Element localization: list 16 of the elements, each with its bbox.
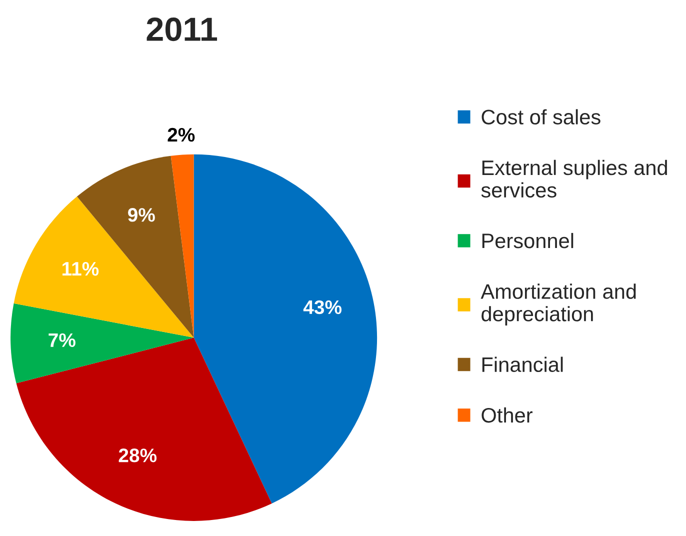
data-label: 43% xyxy=(303,300,342,314)
legend-label: External suplies and services xyxy=(481,160,667,198)
data-label: 9% xyxy=(128,208,155,222)
legend-label: Cost of sales xyxy=(482,109,600,124)
data-label: 28% xyxy=(118,448,157,462)
data-label: 2% xyxy=(168,128,195,142)
legend-label: Financial xyxy=(482,356,563,372)
chart-title: 2011 xyxy=(146,18,218,42)
legend-label: Other xyxy=(482,407,532,423)
pie-slice xyxy=(194,154,378,504)
legend-label: Amortization and depreciation xyxy=(480,284,636,326)
pie-slice xyxy=(170,154,194,338)
data-label: 11% xyxy=(62,262,99,276)
data-label: 7% xyxy=(48,333,76,348)
pie-slice xyxy=(10,303,194,384)
legend-label: Personnel xyxy=(482,232,574,248)
